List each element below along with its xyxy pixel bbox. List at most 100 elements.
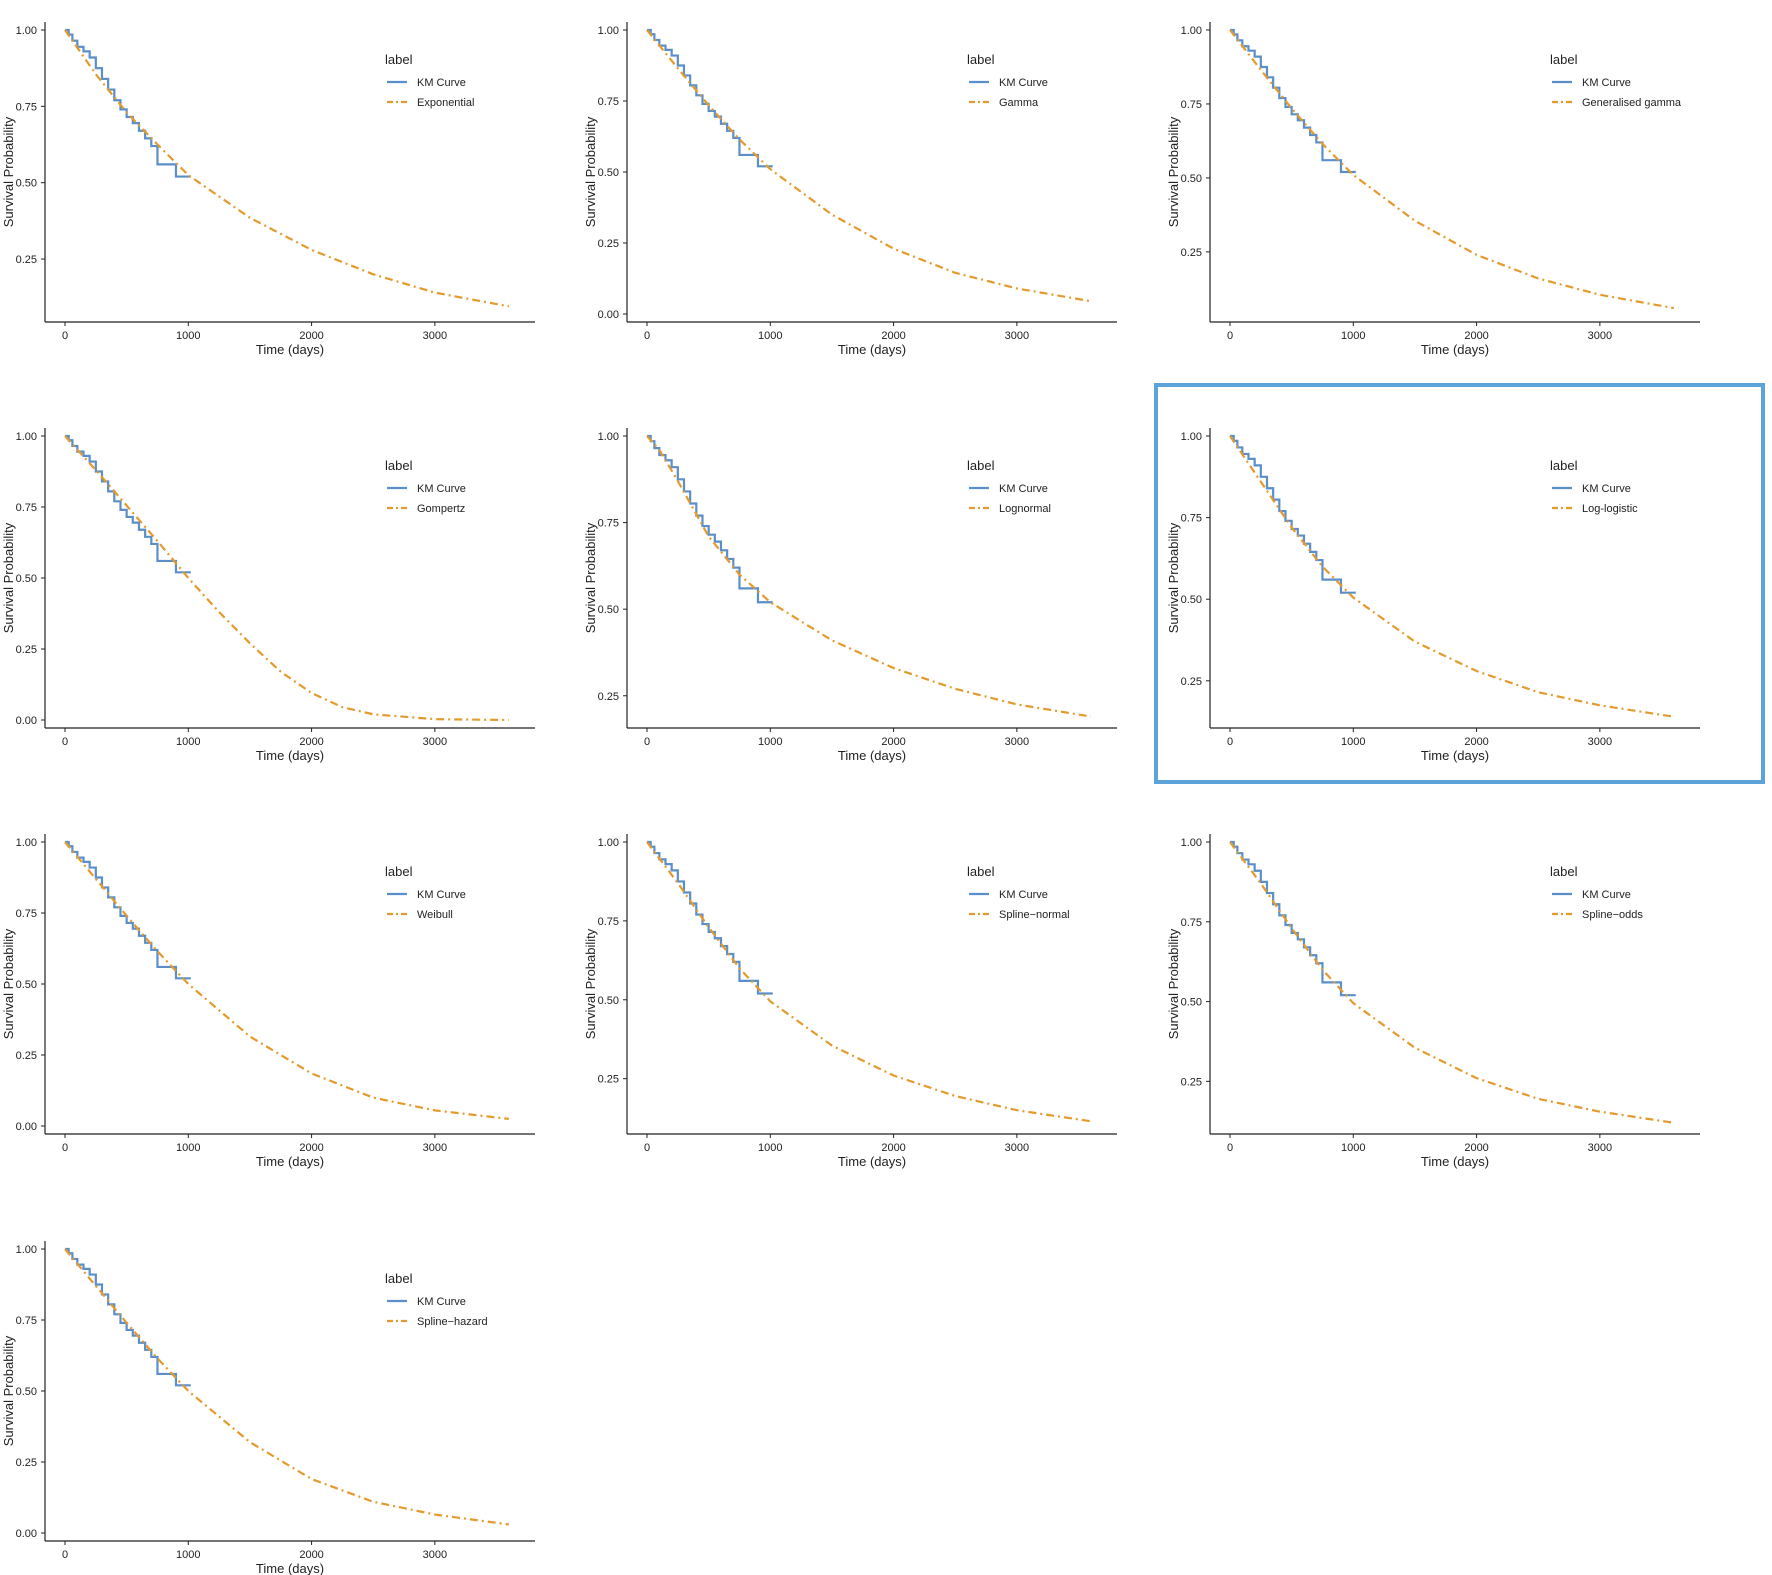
legend-title: label xyxy=(967,458,995,473)
y-tick-label: 0.25 xyxy=(1181,676,1202,688)
y-tick-label: 0.75 xyxy=(16,502,37,514)
y-tick-label: 0.75 xyxy=(16,1315,37,1327)
y-axis-title: Survival Probability xyxy=(1166,522,1181,633)
survival-panel-7: 0.00 0.25 0.50 0.75 1.00 0 1000 2000 3000 Time (d… xyxy=(1,834,535,1169)
survival-panel-5: 0.25 0.50 0.75 1.00 0 1000 2000 3000 Time (days)… xyxy=(583,428,1117,763)
x-axis-title: Time (days) xyxy=(1421,1154,1489,1169)
x-tick-label: 3000 xyxy=(1005,330,1029,342)
legend-title: label xyxy=(385,1271,413,1286)
x-axis-title: Time (days) xyxy=(1421,748,1489,763)
y-tick-label: 0.50 xyxy=(16,573,37,585)
x-tick-label: 0 xyxy=(1227,736,1233,748)
y-tick-label: 0.25 xyxy=(16,254,37,266)
x-tick-label: 3000 xyxy=(1005,736,1029,748)
km-curve-line xyxy=(65,1247,191,1387)
y-tick-label: 0.50 xyxy=(1181,173,1202,185)
x-tick-label: 2000 xyxy=(1464,736,1488,748)
x-tick-label: 2000 xyxy=(299,1549,323,1561)
x-tick-label: 2000 xyxy=(1464,330,1488,342)
y-tick-label: 1.00 xyxy=(1181,25,1202,37)
x-tick-label: 1000 xyxy=(758,736,782,748)
survival-panel-1: 0.25 0.50 0.75 1.00 0 1000 2000 3000 Time (days)… xyxy=(1,22,535,357)
x-axis-title: Time (days) xyxy=(1421,342,1489,357)
survival-panel-10: 0.00 0.25 0.50 0.75 1.00 0 1000 2000 3000 Time (d… xyxy=(1,1241,535,1575)
x-tick-label: 0 xyxy=(62,1142,68,1154)
x-tick-label: 2000 xyxy=(1464,1142,1488,1154)
survival-panel-2: 0.00 0.25 0.50 0.75 1.00 0 1000 2000 3000 Time (d… xyxy=(583,22,1117,357)
km-curve-line xyxy=(647,840,773,995)
x-axis-title: Time (days) xyxy=(256,748,324,763)
model-curve-line xyxy=(646,435,1092,718)
legend-entry-label: Log-logistic xyxy=(1582,503,1638,515)
legend-entry-label: KM Curve xyxy=(417,1296,466,1308)
y-tick-label: 0.75 xyxy=(16,908,37,920)
y-tick-label: 1.00 xyxy=(16,1244,37,1256)
y-tick-label: 0.25 xyxy=(16,644,37,656)
x-tick-label: 1000 xyxy=(176,1549,200,1561)
y-tick-label: 0.25 xyxy=(598,1074,619,1086)
x-axis-title: Time (days) xyxy=(256,1154,324,1169)
km-curve-line xyxy=(65,28,191,178)
legend-entry-label: Spline−odds xyxy=(1582,909,1643,921)
x-tick-label: 2000 xyxy=(299,736,323,748)
x-tick-label: 3000 xyxy=(423,1549,447,1561)
model-curve-line xyxy=(64,435,509,722)
x-tick-label: 1000 xyxy=(176,1142,200,1154)
y-tick-label: 0.50 xyxy=(598,995,619,1007)
legend-entry-label: KM Curve xyxy=(999,889,1048,901)
legend-title: label xyxy=(1550,458,1578,473)
x-tick-label: 0 xyxy=(1227,330,1233,342)
legend-title: label xyxy=(1550,864,1578,879)
km-curve-line xyxy=(1230,840,1356,997)
legend-title: label xyxy=(967,864,995,879)
model-curve-line xyxy=(64,1248,509,1526)
y-tick-label: 1.00 xyxy=(598,431,619,443)
x-tick-label: 3000 xyxy=(423,1142,447,1154)
model-curve-line xyxy=(1229,435,1675,718)
y-tick-label: 0.50 xyxy=(1181,997,1202,1009)
x-axis-title: Time (days) xyxy=(838,1154,906,1169)
x-tick-label: 2000 xyxy=(881,330,905,342)
y-tick-label: 1.00 xyxy=(598,25,619,37)
y-tick-label: 1.00 xyxy=(1181,431,1202,443)
model-curve-line xyxy=(1229,841,1675,1124)
y-tick-label: 0.25 xyxy=(598,691,619,703)
y-tick-label: 0.75 xyxy=(598,518,619,530)
legend-entry-label: Exponential xyxy=(417,97,475,109)
y-axis-title: Survival Probability xyxy=(1,116,16,227)
x-tick-label: 3000 xyxy=(1588,1142,1612,1154)
legend-entry-label: KM Curve xyxy=(999,77,1048,89)
legend-entry-label: KM Curve xyxy=(1582,889,1631,901)
km-curve-line xyxy=(65,434,191,574)
y-tick-label: 0.50 xyxy=(16,979,37,991)
survival-panel-3: 0.25 0.50 0.75 1.00 0 1000 2000 3000 Time (days)… xyxy=(1166,22,1700,357)
legend-entry-label: KM Curve xyxy=(417,77,466,89)
y-tick-label: 0.75 xyxy=(1181,513,1202,525)
x-tick-label: 1000 xyxy=(176,736,200,748)
model-curve-line xyxy=(646,841,1091,1123)
y-tick-label: 0.00 xyxy=(16,1121,37,1133)
y-axis-title: Survival Probability xyxy=(1,1335,16,1446)
y-tick-label: 0.75 xyxy=(1181,99,1202,111)
x-tick-label: 2000 xyxy=(299,330,323,342)
survival-panel-8: 0.25 0.50 0.75 1.00 0 1000 2000 3000 Time (days)… xyxy=(583,834,1117,1169)
x-axis-title: Time (days) xyxy=(256,342,324,357)
x-tick-label: 1000 xyxy=(176,330,200,342)
x-axis-title: Time (days) xyxy=(838,748,906,763)
legend-entry-label: Spline−hazard xyxy=(417,1316,488,1328)
y-tick-label: 0.75 xyxy=(598,916,619,928)
y-axis-title: Survival Probability xyxy=(583,116,598,227)
y-tick-label: 1.00 xyxy=(16,25,37,37)
km-curve-line xyxy=(1230,434,1356,594)
y-tick-label: 0.50 xyxy=(598,167,619,179)
y-axis-title: Survival Probability xyxy=(583,522,598,633)
legend-title: label xyxy=(385,458,413,473)
x-tick-label: 3000 xyxy=(1005,1142,1029,1154)
y-axis-title: Survival Probability xyxy=(1,522,16,633)
legend-entry-label: Spline−normal xyxy=(999,909,1070,921)
y-tick-label: 0.50 xyxy=(598,604,619,616)
x-tick-label: 2000 xyxy=(299,1142,323,1154)
legend-entry-label: KM Curve xyxy=(999,483,1048,495)
y-tick-label: 0.00 xyxy=(16,1528,37,1540)
x-tick-label: 0 xyxy=(1227,1142,1233,1154)
